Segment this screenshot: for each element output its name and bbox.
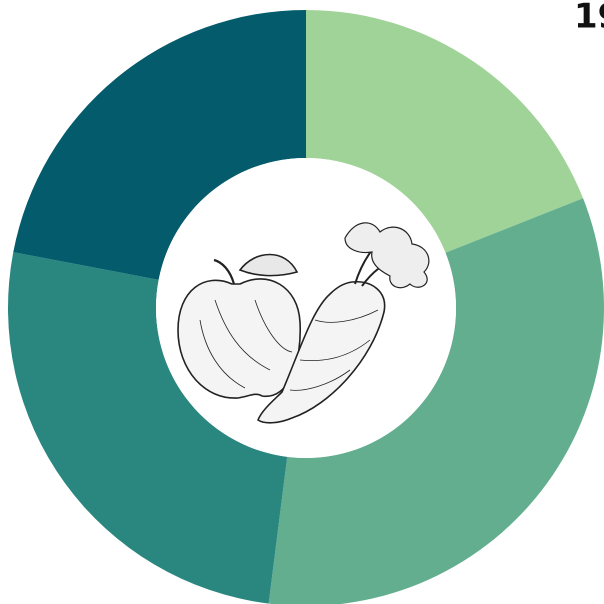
center-illustration [177, 222, 430, 424]
segments [7, 10, 604, 604]
data-label: 19 [574, 0, 604, 37]
donut-segment [13, 10, 306, 280]
donut-segment [7, 252, 288, 604]
donut-segment [306, 10, 584, 253]
donut-segment [268, 198, 604, 604]
